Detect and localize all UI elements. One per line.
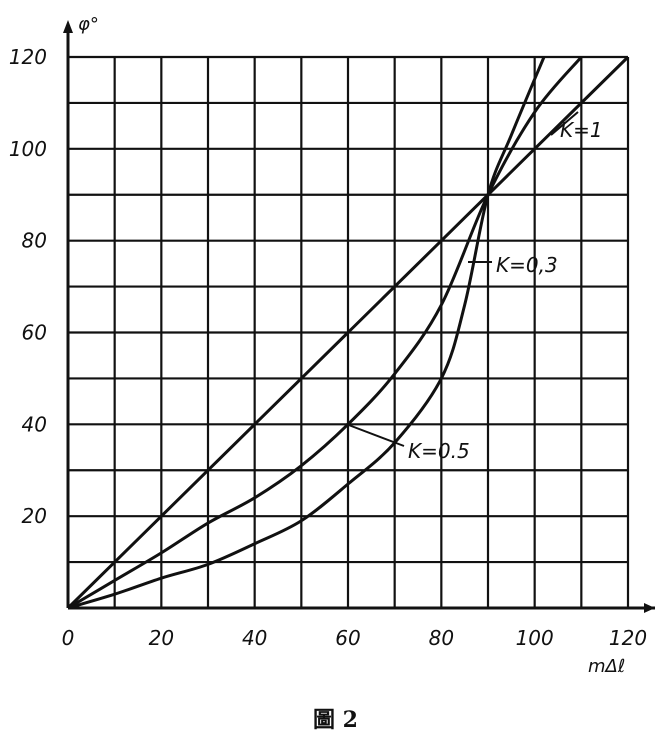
y-tick-label: 120 — [9, 45, 47, 69]
curve-label: K=1 — [560, 118, 603, 142]
y-tick-label: 100 — [9, 137, 47, 161]
figure-caption: 圖 2 — [313, 707, 358, 733]
x-tick-label: 100 — [516, 626, 554, 650]
curve-label: K=0,3 — [496, 253, 558, 277]
curve-label-group: K=0,3 — [468, 253, 558, 277]
x-axis-arrow-icon — [644, 603, 655, 613]
curve-label-leader — [550, 111, 579, 136]
x-tick-label: 40 — [242, 626, 267, 650]
x-tick-label: 20 — [149, 626, 174, 650]
y-tick-label: 40 — [22, 412, 47, 436]
x-tick-label: 60 — [335, 626, 360, 650]
series-line-1 — [66, 55, 630, 610]
y-axis-title: φ° — [78, 14, 99, 35]
y-tick-label: 20 — [22, 504, 47, 528]
curve-labels: K=1 K=0,3 K=0.5 — [345, 111, 603, 463]
curve-label: K=0.5 — [408, 439, 470, 463]
x-tick-label: 80 — [429, 626, 454, 650]
x-tick-label: 0 — [62, 626, 75, 650]
y-tick-label: 60 — [22, 321, 47, 345]
curve-label-group: K=1 — [550, 111, 603, 142]
y-axis-arrow-icon — [63, 20, 73, 33]
y-tick-label: 80 — [22, 229, 47, 253]
axes: φ° mΔℓ — [63, 14, 655, 677]
x-tick-label: 120 — [609, 626, 647, 650]
curve-label-leader — [345, 423, 405, 447]
curve-label-group: K=0.5 — [345, 423, 470, 463]
x-axis-title: mΔℓ — [588, 656, 625, 677]
tick-labels: 0 20 40 60 80 100 120 20 40 60 80 100 120 — [9, 45, 647, 650]
series-line-3 — [67, 56, 546, 610]
